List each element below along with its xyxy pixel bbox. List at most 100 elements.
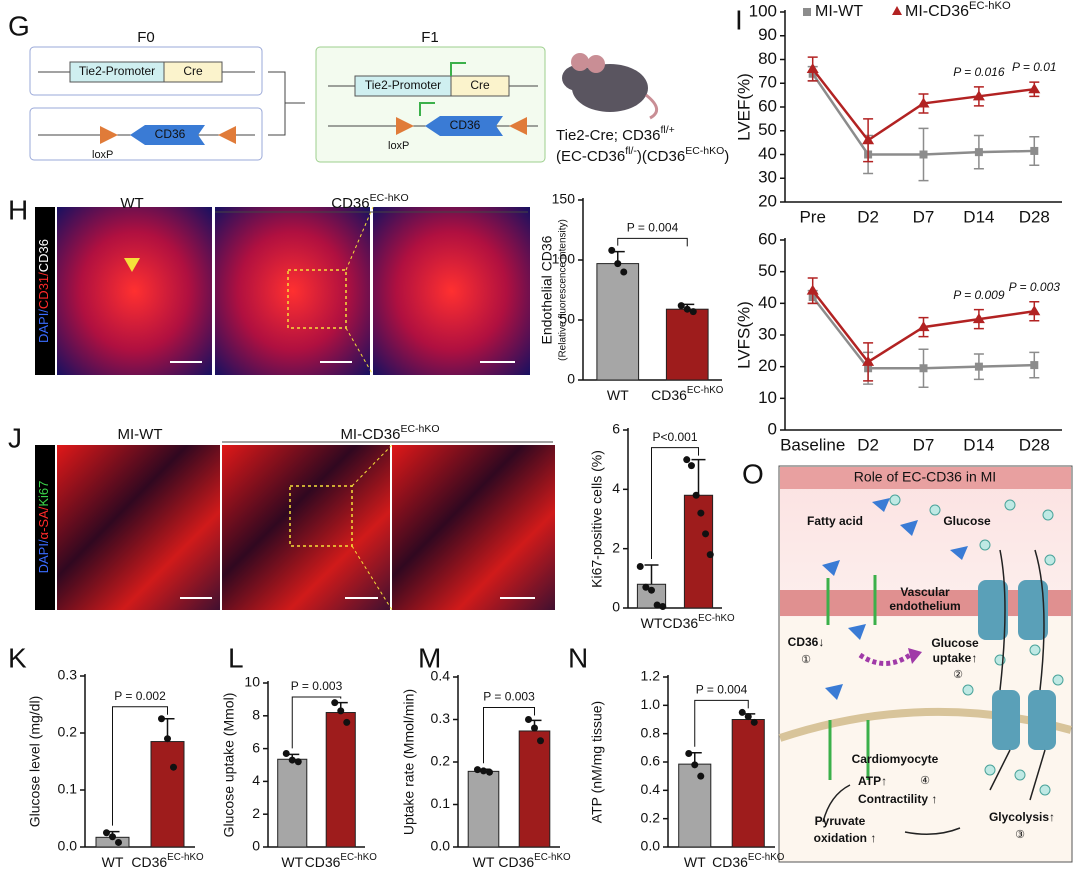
stain-strip [35,445,55,610]
x-tick-label: CD36EC-hKO [305,852,378,870]
x-tick-label-superscript: EC-hKO [534,852,571,863]
x-tick-label: CD36EC-hKO [662,613,735,631]
label: Glucose [931,636,979,650]
legend-label-base: MI-CD36 [905,3,969,20]
mouse-icon [562,53,658,120]
significance-bracket [291,696,342,749]
label: Tie2-Promoter [365,78,441,92]
zoom-box [287,269,347,329]
label: Glycolysis↑ [989,810,1055,824]
loxp-site [509,117,527,135]
label: Contractility ↑ [858,792,937,806]
data-point [614,260,622,268]
bar-chart: 0 2 4 6 Ki67-positive cells (%) WT CD36EC-hKO P… [589,421,735,631]
label: CD36 [450,118,481,132]
y-tick-label: 0.2 [58,724,78,740]
data-point [474,766,481,774]
expression-arrow [419,102,435,116]
label: CD36↓ [788,635,825,649]
data-point [343,718,351,726]
label: Role of EC-CD36 in MI [854,469,996,485]
group-label: MI-CD36EC-hKO [340,423,439,443]
data-point [689,308,697,316]
label: F1 [421,29,439,46]
significance-bracket [617,237,688,247]
marker [974,148,983,157]
x-tick-label-base: CD36 [662,615,698,631]
loxp-site [100,126,118,144]
label: ③ [1015,829,1025,841]
label: CD36 [155,127,186,141]
alias-part: (EC-CD36 [556,148,625,165]
p-value: P = 0.004 [696,683,748,697]
y-tick-label: 20 [758,356,777,375]
zoom-line [351,545,393,611]
micrograph [392,445,555,610]
label: Cre [183,64,203,78]
micrograph [57,445,220,610]
label: WT [120,195,143,212]
data-point [109,833,116,841]
y-tick-label: 0.3 [58,667,78,683]
flux-arrow [904,827,961,835]
y-tick-label: 0 [768,419,777,438]
data-point [537,737,544,745]
group-label-superscript: EC-hKO [370,192,409,204]
marker [972,313,985,324]
bar [150,741,185,848]
significance-bracket [651,447,699,559]
loxp-site [396,117,414,135]
y-axis-label: LVFS(%) [734,301,753,369]
x-tick-label: Baseline [780,435,845,454]
annotation: P = 0.009 [953,288,1005,302]
x-tick-label: WT [684,854,706,870]
panel-letter: M [418,642,441,673]
panel-letter: K [8,642,27,673]
data-point [687,462,695,470]
data-point [697,509,705,517]
y-tick-label: 10 [244,674,260,690]
panel-letter: L [228,642,244,673]
line-chart: 20 30 40 50 60 70 80 90 100 LVEF(%) Pre D2 D7 D14 D28 M… [734,0,1062,226]
y-tick-label: 0.4 [641,781,661,797]
x-tick-label: CD36EC-hKO [498,852,571,870]
y-tick-label: 90 [758,25,777,44]
genotype-label-base: Tie2-Cre; CD36 [556,127,660,144]
data-point [480,767,487,775]
group-label-superscript: EC-hKO [400,423,439,435]
x-tick-label-superscript: EC-hKO [167,852,204,863]
y-axis-sublabel: (Relative fluorescence intensity) [558,219,569,361]
f0-box [29,46,263,96]
y-tick-label: 2 [612,539,620,555]
annotation: P = 0.016 [953,65,1005,79]
marker [974,362,983,371]
flux-arrow [989,549,1046,801]
x-tick-label-base: WT [684,854,706,870]
stain-part: DAPI/ [36,309,51,343]
x-tick-label: D28 [1019,207,1050,226]
label: MI-WT [118,426,163,443]
significance-bracket [112,706,168,826]
label: F0 [137,29,155,46]
bar [596,263,640,381]
label: ATP↑ [858,774,887,788]
data-point [653,601,661,609]
data-point [697,772,705,780]
label: ④ [920,775,930,787]
stain-strip [35,207,55,375]
marker [806,63,819,73]
label: uptake↑ [933,651,978,665]
y-axis-label: Uptake rate (Mmol/min) [401,689,417,835]
data-point [608,246,616,254]
cd36-receptor [826,575,877,780]
y-tick-label: 0.1 [431,795,451,811]
data-point [659,603,667,611]
data-point [750,718,758,726]
bar [467,770,500,848]
x-tick-label: WT [473,854,495,870]
y-tick-label: 0 [567,371,575,387]
micrographs [35,206,555,611]
channel [1028,690,1056,750]
data-point [744,713,752,721]
data-point [636,562,644,570]
